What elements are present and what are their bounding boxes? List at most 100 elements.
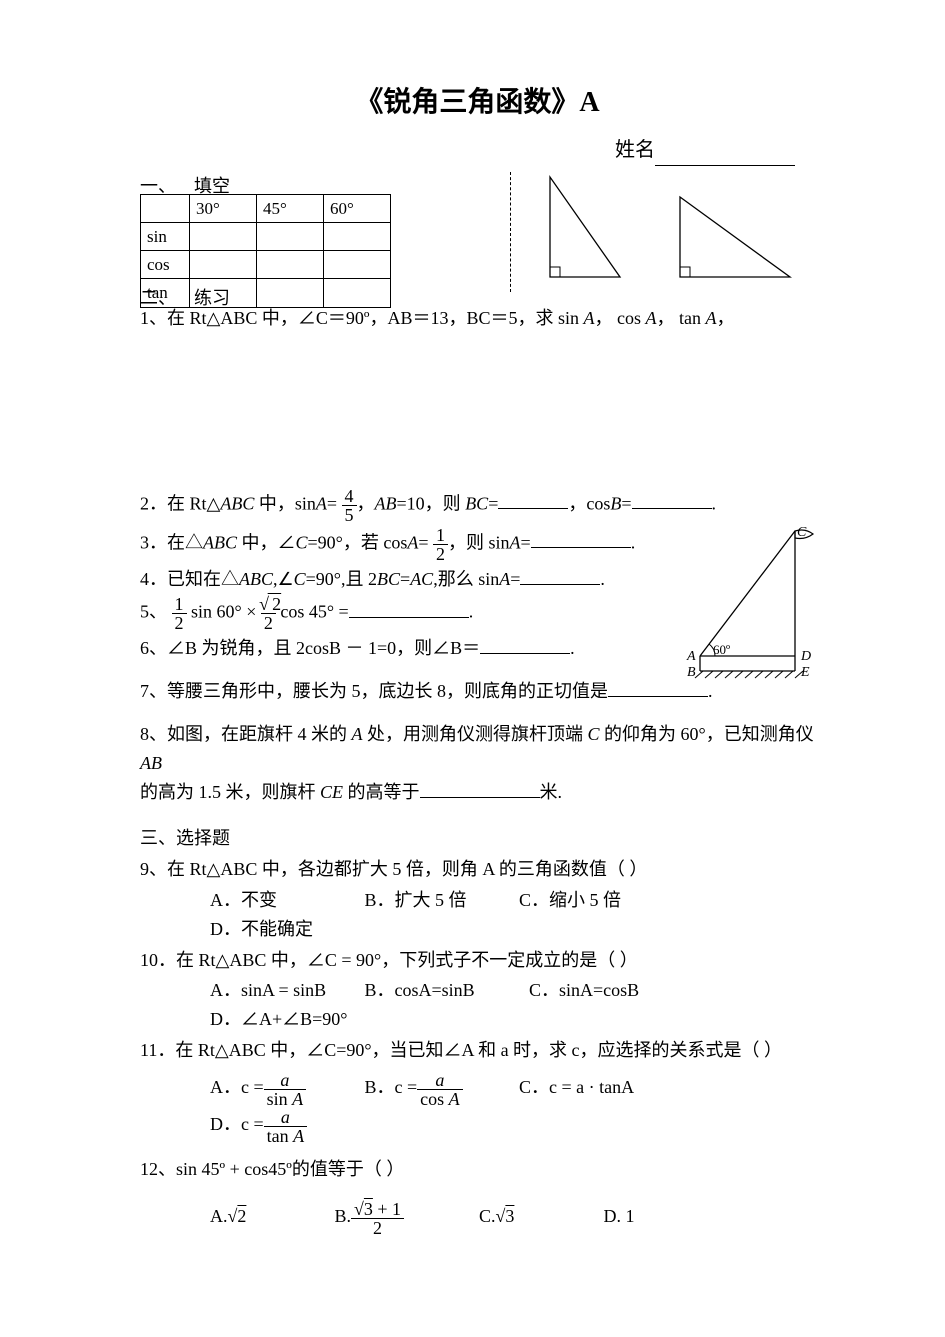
- q12B-fn: √3 + 1: [351, 1200, 404, 1219]
- cell[interactable]: [324, 251, 391, 279]
- cell[interactable]: [324, 222, 391, 250]
- q1-A2: A: [645, 308, 656, 328]
- q12-options: A. √2 B. √3 + 12 C. √3 D. 1: [140, 1200, 815, 1237]
- q3-A: A: [407, 532, 418, 552]
- question-4: 4．已知在△ABC,∠C=90°,且 2BC=AC,那么 sinA=.: [140, 565, 815, 594]
- q3-blank[interactable]: [531, 529, 631, 548]
- q8-l2c: 米.: [540, 782, 563, 802]
- title-suffix: A: [579, 87, 599, 118]
- cell[interactable]: [257, 251, 324, 279]
- q5-blank[interactable]: [349, 599, 469, 618]
- q4-blank[interactable]: [520, 566, 600, 585]
- section3-label: 三、选择题: [140, 828, 230, 848]
- q10-optC[interactable]: C．sinA=cosB: [529, 976, 689, 1005]
- q2-blank2[interactable]: [632, 490, 712, 509]
- q5-h1d: 2: [172, 614, 187, 632]
- q4-bc: BC: [377, 569, 400, 589]
- q9-text: 在 Rt△ABC 中，各边都扩大 5 倍，则角 A 的三角函数值（ ）: [167, 859, 647, 879]
- title-main: 《锐角三角函数》: [355, 86, 579, 117]
- q11-optD[interactable]: D．c = atan A: [210, 1108, 360, 1145]
- q11B-lbl: B．c =: [365, 1073, 418, 1102]
- q12B-frac: √3 + 12: [351, 1200, 404, 1237]
- q4-C: C: [294, 569, 306, 589]
- q3-A2: A: [510, 532, 521, 552]
- q9-optC[interactable]: C．缩小 5 倍: [519, 886, 669, 915]
- question-9: 9、在 Rt△ABC 中，各边都扩大 5 倍，则角 A 的三角函数值（ ）: [140, 855, 815, 884]
- question-6: 6、∠B 为锐角，且 2cosB － 1=0，则∠B＝.: [140, 634, 815, 663]
- q12-plus: +: [230, 1159, 240, 1179]
- q2-num: 2．: [140, 493, 167, 513]
- workspace-gap: [140, 335, 815, 485]
- q7-blank[interactable]: [608, 678, 708, 697]
- q4-abc: ABC: [239, 569, 273, 589]
- q10-optB[interactable]: B．cosA=sinB: [365, 976, 525, 1005]
- question-5: 5、 12 sin 60° × 2√ 2 cos 45° =.: [140, 595, 815, 632]
- q12-optB[interactable]: B. √3 + 12: [335, 1200, 475, 1237]
- q8-blank[interactable]: [420, 779, 540, 798]
- q3-fn: 1: [433, 526, 448, 545]
- cell[interactable]: [190, 222, 257, 250]
- q11-num: 11．: [140, 1040, 175, 1060]
- spacer: [140, 708, 815, 718]
- th-60: 60°: [324, 194, 391, 222]
- q12B-fd: 2: [351, 1219, 404, 1237]
- q8-AB: AB: [140, 753, 162, 773]
- cell[interactable]: [257, 222, 324, 250]
- q3-then: ，则 sin: [448, 532, 510, 552]
- q8-CE: CE: [320, 782, 343, 802]
- question-1: 1、在 Rt△ABC 中，∠C＝90º，AB＝13，BC＝5，求 sin A， …: [140, 304, 815, 333]
- q11D-frac: atan A: [264, 1108, 308, 1145]
- row-sin: sin: [141, 222, 190, 250]
- q5-sin60: sin 60° ×: [191, 602, 256, 622]
- section1-text: 填空: [194, 176, 230, 196]
- q9-optA[interactable]: A．不变: [210, 886, 360, 915]
- section3: 三、选择题: [140, 824, 815, 853]
- question-7: 7、等腰三角形中，腰长为 5，底边长 8，则底角的正切值是.: [140, 677, 815, 706]
- q12-sin45: sin 45º: [176, 1159, 225, 1179]
- name-blank[interactable]: [655, 143, 795, 166]
- q1-A: A: [583, 308, 594, 328]
- q4-then: ,那么 sin: [433, 569, 499, 589]
- q11-optB[interactable]: B．c = acos A: [365, 1071, 515, 1108]
- q6-blank[interactable]: [480, 635, 570, 654]
- question-3: 3．在△ABC 中，∠C=90°，若 cosA= 12，则 sinA=.: [140, 526, 815, 563]
- q6-num: 6、: [140, 638, 167, 658]
- q2-eq: =: [327, 493, 337, 513]
- q11-optA[interactable]: A．c = asin A: [210, 1071, 360, 1108]
- q5-root2half: 2√ 2: [261, 595, 276, 632]
- q8-l1a: 如图，在距旗杆 4 米的: [167, 724, 352, 744]
- q10-optA[interactable]: A．sinA = sinB: [210, 976, 360, 1005]
- q8-l2a: 的高为 1.5 米，则旗杆: [140, 782, 320, 802]
- row-fill-table-triangles: 一、 填空 30° 45° 60° sin cos tan: [140, 172, 815, 302]
- q6-text: ∠B 为锐角，且 2cosB － 1=0，则∠B＝: [167, 638, 480, 658]
- q10-num: 10．: [140, 950, 176, 970]
- q1-text: 在 Rt△ABC 中，∠C＝90º，AB＝13，BC＝5，求: [167, 308, 558, 328]
- q2-blank1[interactable]: [498, 490, 568, 509]
- q11A-fd: sin A: [264, 1090, 307, 1108]
- th-30: 30°: [190, 194, 257, 222]
- q10-optD[interactable]: D．∠A+∠B=90°: [210, 1005, 370, 1034]
- q2-bc: BC: [465, 493, 488, 513]
- q2-sep: ，: [357, 493, 375, 513]
- q11-optC[interactable]: C．c = a · tanA: [519, 1073, 669, 1102]
- th-45: 45°: [257, 194, 324, 222]
- q12-optC[interactable]: C. √3: [479, 1202, 599, 1231]
- q12B-lbl: B.: [335, 1202, 352, 1231]
- q12A-lbl: A.: [210, 1202, 228, 1231]
- q11D-lbl: D．c =: [210, 1110, 264, 1139]
- q12-optA[interactable]: A. √2: [210, 1202, 330, 1231]
- q9-options: A．不变 B．扩大 5 倍 C．缩小 5 倍 D．不能确定: [140, 886, 815, 944]
- q9-optD[interactable]: D．不能确定: [210, 915, 360, 944]
- q12-optD[interactable]: D. 1: [604, 1202, 704, 1231]
- q9-optB[interactable]: B．扩大 5 倍: [365, 886, 515, 915]
- q11A-lbl: A．c =: [210, 1073, 264, 1102]
- q2-frac: 45: [342, 487, 357, 524]
- cell[interactable]: [190, 251, 257, 279]
- q2-ab: AB: [375, 493, 397, 513]
- th-blank: [141, 194, 190, 222]
- worksheet-page: 《锐角三角函数》A 姓名 一、 填空 30° 45° 60° sin cos: [0, 0, 945, 1337]
- q4-ac: AC: [410, 569, 433, 589]
- q5-half: 12: [172, 595, 187, 632]
- q2-B: B: [610, 493, 621, 513]
- q8-A: A: [352, 724, 363, 744]
